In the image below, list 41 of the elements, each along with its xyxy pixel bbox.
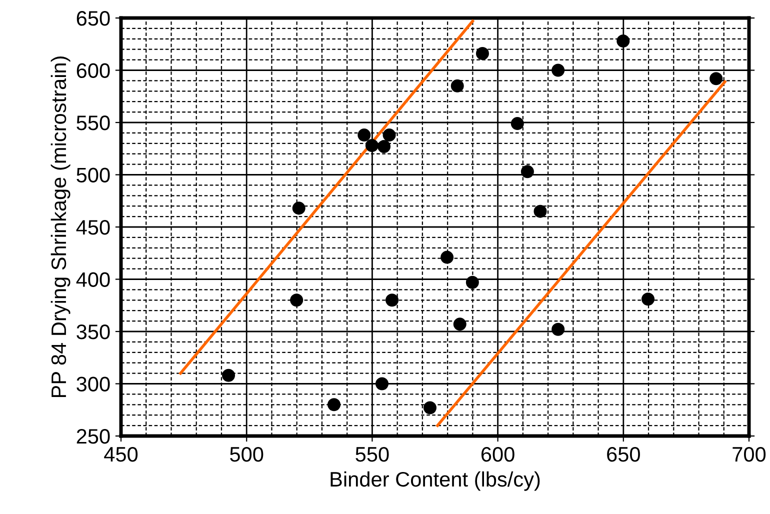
point: [552, 64, 565, 77]
point: [382, 128, 396, 142]
point: [423, 401, 436, 414]
point: [552, 322, 565, 336]
point: [290, 294, 304, 307]
point: [534, 204, 547, 218]
point: [710, 72, 723, 86]
y-tick-label: 550: [76, 116, 110, 130]
point: [358, 128, 371, 142]
point: [222, 368, 236, 382]
point: [450, 79, 464, 92]
y-tick-label: 500: [76, 168, 110, 183]
y-tick-label: 250: [76, 429, 110, 444]
y-tick-label: 350: [76, 324, 110, 340]
x-tick-label: 700: [732, 446, 766, 462]
x-tick-label: 600: [481, 446, 514, 462]
x-tick-label: 550: [356, 446, 389, 462]
point: [365, 138, 378, 152]
point: [642, 292, 655, 306]
x-tick-label: 650: [607, 446, 640, 462]
x-tick-label: 450: [104, 446, 138, 462]
y-axis-title: PP 84 Drying Shrinkage (microstrain): [50, 56, 70, 398]
x-tick-label: 500: [230, 446, 264, 462]
point: [292, 202, 306, 215]
point: [466, 276, 479, 289]
point: [386, 294, 399, 307]
y-tick-label: 450: [76, 220, 110, 235]
y-tick-label: 650: [76, 11, 110, 26]
point: [616, 34, 630, 48]
point: [510, 117, 524, 130]
point: [476, 47, 489, 60]
point: [375, 377, 388, 390]
y-tick-label: 300: [76, 376, 110, 392]
point: [378, 140, 391, 154]
y-tick-label: 400: [76, 272, 110, 288]
point: [440, 250, 454, 264]
y-tick-label: 600: [76, 63, 110, 78]
point: [328, 398, 341, 412]
x-axis-title: Binder Content (lbs/cy): [330, 471, 540, 491]
point: [520, 165, 534, 178]
point: [453, 318, 466, 331]
